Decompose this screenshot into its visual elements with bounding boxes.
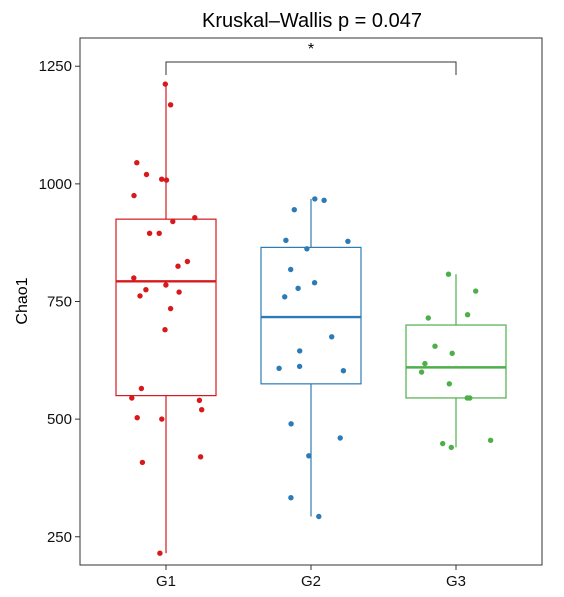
data-point [296,363,303,370]
data-point [288,421,294,427]
chart-title: Kruskal–Wallis p = 0.047 [202,10,422,32]
y-tick-label: 250 [47,529,72,546]
data-point [329,334,335,340]
data-point [311,280,318,286]
box-iqr [115,218,217,397]
x-axis: G1 G2 G3 [156,565,466,590]
data-point [276,365,282,371]
data-point [291,207,297,213]
data-point [321,197,327,203]
y-axis: 250 500 750 1000 1250 [39,58,80,546]
data-point [448,444,454,451]
data-point [184,258,191,265]
data-point [440,440,446,447]
data-point [162,327,168,333]
y-tick-label: 1250 [39,58,72,75]
data-point [137,293,143,299]
data-point [163,282,169,288]
data-point [192,215,198,221]
data-point [139,459,146,466]
data-point [295,285,301,291]
data-point [138,385,145,392]
data-point [159,176,165,182]
significance-bracket: * [165,41,457,75]
data-point [425,315,431,321]
data-point [337,435,343,441]
y-tick-label: 750 [47,294,72,311]
data-point [464,312,471,318]
data-point [167,305,174,312]
data-point [143,287,149,293]
x-tick-label: G3 [446,573,466,590]
data-point [129,395,135,401]
data-point [199,407,205,413]
data-point [340,368,347,374]
data-point [175,263,181,269]
data-point [134,160,140,166]
data-point [288,266,294,273]
data-point [487,437,494,443]
data-point [445,271,452,277]
jitter-points [129,81,494,556]
data-point [157,550,163,556]
data-point [464,395,470,401]
data-point [131,192,137,199]
data-point [197,454,204,460]
data-point [143,171,150,178]
data-point [432,343,438,349]
data-point [297,348,303,354]
data-point [176,289,182,295]
data-point [282,294,288,300]
data-point [473,288,479,294]
data-point [134,415,140,421]
data-point [418,369,425,375]
y-axis-title: Chao1 [14,277,31,324]
data-point [283,237,289,243]
data-point [449,350,455,356]
data-point [345,238,351,244]
data-point [304,246,310,252]
x-tick-label: G1 [156,573,176,590]
significance-label: * [308,41,314,58]
bracket-line [165,61,457,75]
y-tick-label: 1000 [39,176,72,193]
data-point [146,230,153,236]
box-plots [115,84,507,554]
data-point [167,102,174,108]
box-iqr [405,324,507,399]
data-point [306,453,312,459]
data-point [196,397,203,403]
y-tick-label: 500 [47,411,72,428]
data-point [163,177,170,183]
data-point [156,230,162,236]
data-point [312,196,318,202]
data-point [422,360,428,367]
data-point [446,381,452,387]
data-point [131,275,137,281]
data-point [170,218,176,225]
data-point [159,416,165,422]
x-tick-label: G2 [301,573,321,590]
box-iqr [260,246,362,385]
data-point [316,513,322,520]
data-point [162,81,168,87]
data-point [288,495,294,501]
